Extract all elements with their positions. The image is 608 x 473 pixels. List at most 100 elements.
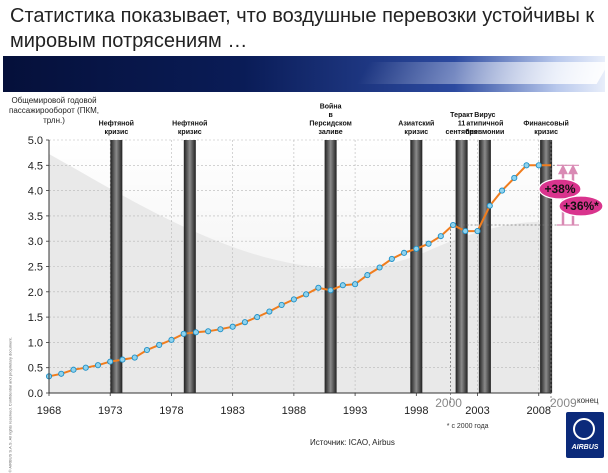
data-point bbox=[449, 221, 457, 229]
crisis-label: Теракт bbox=[450, 112, 473, 119]
data-point bbox=[70, 366, 77, 373]
airbus-logo-ring bbox=[573, 418, 595, 440]
growth-arrow-head bbox=[568, 164, 578, 175]
source-note: Источник: ICAO, Airbus bbox=[310, 438, 395, 447]
data-point bbox=[462, 228, 469, 235]
data-point bbox=[486, 202, 493, 209]
crisis-band bbox=[478, 140, 491, 393]
data-point bbox=[523, 162, 530, 169]
data-point bbox=[131, 354, 138, 361]
data-point bbox=[107, 358, 114, 365]
data-point bbox=[266, 308, 273, 315]
data-point bbox=[437, 233, 444, 240]
x-tick-label: 2003 bbox=[465, 405, 489, 417]
y-tick-label: 1.5 bbox=[28, 312, 43, 324]
data-point bbox=[119, 356, 126, 363]
crisis-label: пневмонии bbox=[466, 129, 505, 136]
data-point bbox=[364, 272, 371, 279]
plot-background-swoosh bbox=[49, 140, 551, 269]
data-point bbox=[413, 245, 420, 252]
crisis-label: сентября bbox=[446, 128, 478, 136]
data-point bbox=[156, 341, 163, 348]
data-point bbox=[425, 240, 432, 247]
data-point bbox=[94, 362, 102, 369]
y-tick-label: 2.5 bbox=[28, 262, 43, 274]
y-tick-label: 4.0 bbox=[28, 186, 43, 198]
x-tick-label: 1988 bbox=[282, 405, 306, 417]
crisis-label: Нефтяной bbox=[99, 120, 134, 128]
data-point bbox=[180, 330, 187, 337]
data-point bbox=[474, 228, 481, 235]
y-tick-label: 1.0 bbox=[28, 337, 43, 349]
crisis-label: кризис bbox=[104, 129, 128, 136]
y-tick-label: 4.5 bbox=[28, 160, 43, 172]
y-tick-label: 5.0 bbox=[28, 135, 43, 147]
airbus-logo: AIRBUS bbox=[566, 412, 604, 458]
crisis-band bbox=[324, 140, 337, 393]
passenger-traffic-chart: 0.0 0.5 1.0 1.5 2.0 2.5 3.0 3.5 4.0 4.5 5.0 1968 197… bbox=[28, 103, 604, 430]
crisis-label: Нефтяной bbox=[172, 120, 207, 128]
data-point bbox=[352, 281, 359, 288]
growth-bubble-1-label: +38% bbox=[544, 182, 575, 196]
data-point bbox=[290, 296, 297, 303]
x-tick-label: 1968 bbox=[37, 405, 61, 417]
crisis-label: Война bbox=[320, 103, 342, 111]
data-point bbox=[401, 249, 408, 256]
y-tick-label: 0.5 bbox=[28, 363, 43, 375]
x-tick-label: 1993 bbox=[343, 405, 367, 417]
data-point bbox=[535, 162, 542, 169]
crisis-label: Азиатский bbox=[398, 120, 434, 128]
legal-notice: © AIRBUS S.A.S. All rights reserved. Con… bbox=[7, 337, 13, 473]
y-axis-label: Общемировой годовой пассажирооборот (ПКМ… bbox=[9, 96, 99, 125]
data-point bbox=[254, 314, 261, 321]
y-tick-label: 3.0 bbox=[28, 236, 43, 248]
y-tick-label: 2.0 bbox=[28, 287, 43, 299]
x-tick-label: 1973 bbox=[98, 405, 122, 417]
data-point bbox=[192, 329, 199, 336]
data-point bbox=[58, 370, 65, 377]
crisis-label: Вирус bbox=[474, 112, 495, 119]
data-point bbox=[205, 328, 212, 335]
header-banner bbox=[3, 56, 608, 92]
data-point bbox=[315, 284, 322, 291]
crisis-label: кризис bbox=[178, 129, 202, 136]
data-point bbox=[217, 326, 224, 333]
data-point bbox=[511, 174, 518, 181]
data-point bbox=[82, 364, 89, 371]
crisis-band bbox=[455, 140, 468, 393]
data-point bbox=[303, 291, 310, 298]
data-point bbox=[339, 282, 346, 289]
y-tick-label: 0.0 bbox=[28, 388, 43, 400]
annotation-year-2000: 2000 bbox=[435, 396, 462, 410]
data-point bbox=[376, 264, 383, 271]
data-point bbox=[388, 255, 395, 262]
crisis-label: 11 bbox=[458, 121, 466, 128]
data-point bbox=[498, 187, 506, 194]
data-point bbox=[327, 287, 334, 294]
crisis-band bbox=[110, 140, 123, 393]
y-tick-label: 3.5 bbox=[28, 211, 43, 223]
x-tick-label: 1998 bbox=[404, 405, 428, 417]
crisis-label: кризис bbox=[534, 129, 558, 136]
growth-bubble-1 bbox=[538, 178, 582, 200]
growth-bubble-2 bbox=[558, 195, 604, 217]
crisis-band bbox=[410, 140, 423, 393]
crisis-label: Финансовый bbox=[523, 120, 568, 128]
crisis-label: кризис bbox=[404, 129, 428, 136]
x-tick-label: 2008 bbox=[527, 405, 551, 417]
crisis-band bbox=[183, 140, 196, 393]
data-point bbox=[168, 336, 175, 343]
data-point bbox=[241, 319, 248, 326]
crisis-band bbox=[540, 140, 553, 393]
crisis-label: заливе bbox=[319, 129, 343, 136]
data-point bbox=[278, 301, 285, 309]
crisis-label: в bbox=[328, 112, 333, 119]
data-point bbox=[143, 346, 151, 354]
growth-arrow-head bbox=[558, 164, 568, 175]
crisis-label: Персидском bbox=[309, 121, 351, 128]
airbus-logo-text: AIRBUS bbox=[571, 444, 599, 451]
crisis-label: атипичной bbox=[466, 120, 503, 128]
growth-bubble-2-label: +36%* bbox=[563, 199, 599, 213]
banner-light-streak bbox=[356, 62, 608, 84]
annotation-footnote: * с 2000 года bbox=[447, 423, 489, 430]
